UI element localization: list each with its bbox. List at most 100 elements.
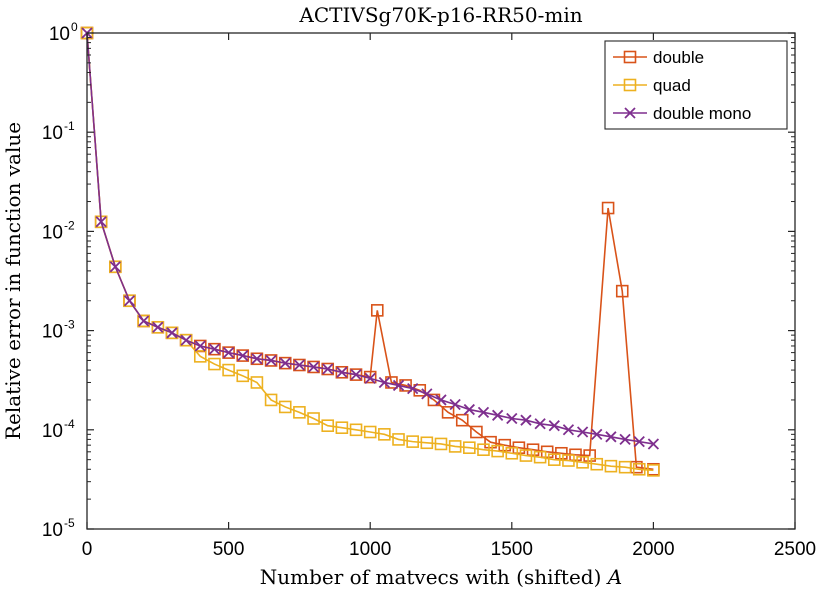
data-point bbox=[520, 414, 532, 426]
data-point bbox=[152, 321, 164, 333]
data-point bbox=[455, 413, 469, 427]
x-axis: 0 500 1000 1500 2000 2500 bbox=[82, 33, 816, 560]
data-point bbox=[165, 326, 179, 340]
data-point bbox=[407, 382, 419, 395]
x-tick-label: 2500 bbox=[774, 539, 816, 560]
data-point bbox=[278, 400, 292, 414]
data-point bbox=[421, 388, 433, 400]
legend-entry: double bbox=[613, 48, 704, 67]
data-point bbox=[222, 346, 235, 359]
data-point bbox=[647, 438, 660, 450]
data-point bbox=[533, 450, 547, 464]
y-tick-base: 10 bbox=[42, 222, 63, 243]
data-point bbox=[335, 421, 349, 434]
data-point bbox=[583, 449, 596, 462]
data-point bbox=[138, 315, 150, 327]
data-point bbox=[378, 376, 390, 389]
y-tick-base: 10 bbox=[42, 520, 63, 541]
data-point bbox=[576, 456, 589, 469]
plot-area-frame bbox=[86, 32, 796, 530]
data-point bbox=[109, 261, 121, 273]
data-point bbox=[370, 304, 384, 317]
legend-label: double mono bbox=[653, 104, 751, 123]
data-point bbox=[406, 435, 419, 448]
data-point bbox=[590, 457, 604, 471]
x-axis-label-text: Number of matvecs with (shifted) bbox=[260, 565, 608, 589]
data-point bbox=[605, 431, 617, 443]
x-tick-label: 0 bbox=[82, 539, 93, 560]
data-point bbox=[166, 327, 178, 339]
y-tick-exponent: 0 bbox=[71, 20, 78, 34]
series-double-mono bbox=[81, 27, 660, 450]
data-point bbox=[506, 412, 518, 425]
data-point bbox=[534, 418, 546, 430]
data-point bbox=[307, 412, 320, 425]
x-tick-label: 1500 bbox=[491, 539, 533, 560]
data-point bbox=[95, 216, 107, 228]
data-point bbox=[350, 368, 362, 381]
legend-marker bbox=[623, 50, 637, 64]
data-point bbox=[236, 369, 250, 383]
y-tick-base: 10 bbox=[42, 322, 63, 343]
data-point bbox=[336, 366, 348, 378]
y-tick-exponent: -1 bbox=[64, 119, 75, 133]
data-point bbox=[222, 346, 235, 359]
data-point bbox=[647, 464, 660, 477]
data-point bbox=[463, 403, 475, 416]
data-point bbox=[449, 398, 461, 411]
data-point bbox=[335, 365, 349, 379]
data-point bbox=[293, 359, 306, 371]
data-point bbox=[137, 314, 150, 328]
y-tick-base: 10 bbox=[42, 123, 63, 144]
data-point bbox=[179, 333, 193, 347]
y-tick-label: 10 -5 bbox=[42, 516, 75, 541]
y-axis-label: Relative error in function value bbox=[1, 122, 25, 440]
data-point bbox=[392, 379, 405, 392]
data-point bbox=[615, 284, 629, 298]
data-point bbox=[441, 406, 455, 419]
legend-marker bbox=[623, 78, 637, 92]
x-tick-label: 1000 bbox=[349, 539, 391, 560]
y-tick-exponent: -2 bbox=[64, 218, 75, 232]
x-tick-label: 500 bbox=[213, 539, 245, 560]
data-point bbox=[208, 343, 221, 355]
data-point bbox=[151, 320, 165, 334]
y-tick-label: 10 0 bbox=[49, 20, 78, 45]
data-point bbox=[250, 376, 264, 389]
data-point bbox=[237, 349, 249, 362]
y-tick-label: 10 -1 bbox=[42, 119, 75, 144]
data-point bbox=[378, 428, 391, 441]
data-point bbox=[484, 435, 497, 449]
y-tick-base: 10 bbox=[49, 24, 70, 45]
data-point bbox=[547, 453, 561, 466]
data-point bbox=[180, 334, 192, 346]
data-point bbox=[392, 433, 405, 446]
y-tick-exponent: -3 bbox=[64, 318, 75, 332]
data-point bbox=[632, 462, 646, 476]
data-point bbox=[349, 423, 363, 437]
y-tick-label: 10 -4 bbox=[42, 417, 75, 442]
legend-label: quad bbox=[653, 76, 691, 95]
legend-label: double bbox=[653, 48, 704, 67]
data-point bbox=[576, 426, 589, 438]
data-point bbox=[548, 420, 560, 432]
data-point bbox=[293, 406, 306, 419]
data-point bbox=[562, 424, 575, 436]
legend: double quad double mono bbox=[604, 40, 788, 130]
x-axis-label-math: A bbox=[606, 565, 622, 589]
data-point bbox=[448, 440, 462, 453]
data-point bbox=[435, 394, 447, 406]
data-point bbox=[562, 454, 575, 467]
data-point bbox=[618, 460, 632, 474]
data-point bbox=[279, 357, 291, 369]
data-point bbox=[555, 446, 568, 460]
data-point bbox=[492, 409, 504, 421]
data-point bbox=[123, 294, 136, 308]
data-point bbox=[477, 443, 490, 457]
x-axis-label: Number of matvecs with (shifted) A bbox=[260, 565, 622, 589]
data-point bbox=[491, 444, 504, 458]
data-point bbox=[363, 425, 377, 439]
data-point bbox=[109, 260, 122, 274]
data-point bbox=[633, 435, 645, 448]
